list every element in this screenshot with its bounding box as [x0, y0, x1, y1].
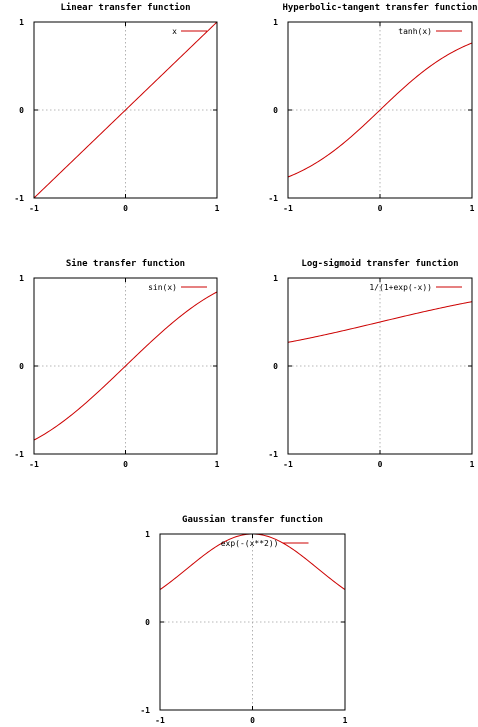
chart-panel: Linear transfer function -1 0 1 -1 0 1 x	[14, 2, 219, 213]
x-tick-label: -1	[283, 460, 293, 469]
y-tick-label: 0	[19, 362, 24, 371]
x-tick-label: 0	[250, 716, 255, 725]
plot-frame	[287, 21, 473, 199]
x-tick-label: 1	[470, 204, 475, 213]
y-tick-label: 1	[145, 530, 150, 539]
y-tick-label: 1	[273, 274, 278, 283]
plot-frame	[33, 277, 218, 455]
series-line-logsig	[287, 301, 473, 343]
x-tick-label: 0	[123, 204, 128, 213]
y-tick-label: 0	[19, 106, 24, 115]
chart-title: Gaussian transfer function	[182, 514, 323, 525]
y-tick-label: -1	[14, 194, 24, 203]
series-line-tanh	[287, 42, 473, 178]
y-tick-label: -1	[268, 194, 278, 203]
x-tick-label: -1	[283, 204, 293, 213]
x-tick-label: -1	[29, 460, 39, 469]
x-tick-label: 0	[123, 460, 128, 469]
plot-frame	[159, 533, 346, 711]
plot-frame	[287, 277, 473, 455]
legend-label: x	[172, 27, 177, 36]
x-tick-label: -1	[29, 204, 39, 213]
x-tick-label: 1	[215, 204, 220, 213]
x-tick-label: 1	[470, 460, 475, 469]
y-tick-label: 0	[273, 106, 278, 115]
series-line-sin	[33, 291, 218, 441]
series-line-linear	[33, 21, 218, 199]
y-tick-label: 1	[19, 274, 24, 283]
x-tick-label: 0	[378, 204, 383, 213]
x-tick-label: 0	[378, 460, 383, 469]
y-tick-label: 1	[19, 18, 24, 27]
plot-frame	[33, 21, 218, 199]
legend-label: 1/(1+exp(-x))	[369, 283, 432, 292]
y-tick-label: -1	[140, 706, 150, 715]
chart-panel: Sine transfer function -1 0 1 -1 0 1 sin(x)	[14, 258, 219, 469]
x-tick-label: 1	[343, 716, 348, 725]
chart-title: Linear transfer function	[60, 2, 190, 13]
y-tick-label: -1	[14, 450, 24, 459]
y-tick-label: 0	[273, 362, 278, 371]
y-tick-label: 0	[145, 618, 150, 627]
chart-panel: Gaussian transfer function -1 0 1 -1 0 1 exp(-(…	[140, 514, 347, 725]
chart-panel: Hyperbolic-tangent transfer function -1 0 1…	[268, 2, 477, 213]
chart-panel: Log-sigmoid transfer function -1 0 1 -1 0 1 1/(…	[268, 258, 474, 469]
x-tick-label: -1	[155, 716, 165, 725]
legend-label: sin(x)	[148, 283, 177, 292]
chart-title: Sine transfer function	[66, 258, 185, 269]
chart-title: Log-sigmoid transfer function	[301, 258, 458, 269]
legend-label: exp(-(x**2))	[221, 539, 279, 548]
y-tick-label: -1	[268, 450, 278, 459]
y-tick-label: 1	[273, 18, 278, 27]
legend-label: tanh(x)	[398, 27, 432, 36]
chart-title: Hyperbolic-tangent transfer function	[282, 2, 477, 13]
x-tick-label: 1	[215, 460, 220, 469]
